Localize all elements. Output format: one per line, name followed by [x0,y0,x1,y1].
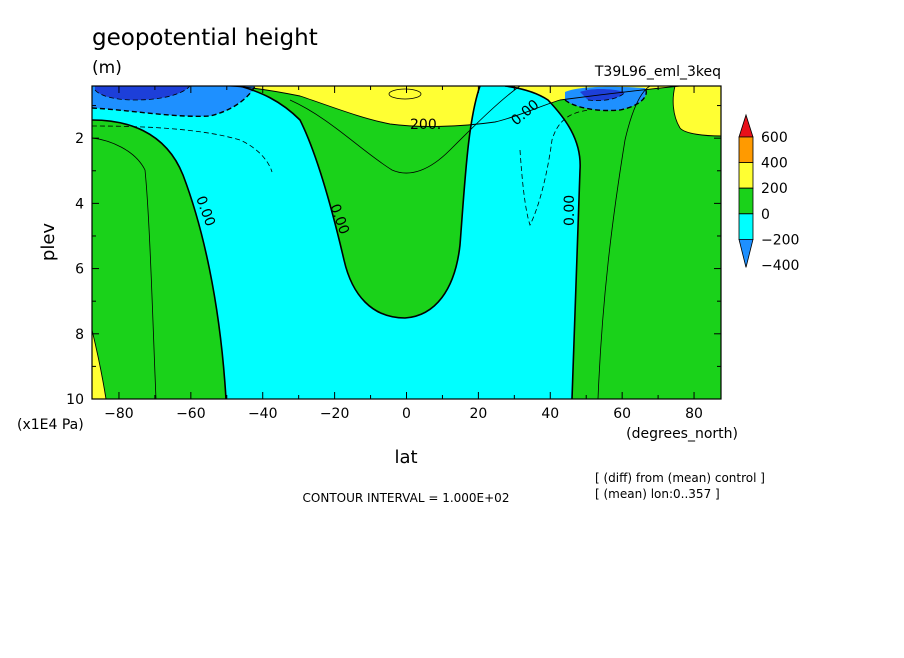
fill-200-400-sw [92,330,106,399]
contour-fills [92,86,721,399]
run-label: T39L96_eml_3keq [594,64,721,80]
contour-zero-sh [92,119,227,399]
colorbar-segment [738,213,754,240]
contour-interval: CONTOUR INTERVAL = 1.000E+02 [303,491,510,505]
colorbar-segment [738,136,754,163]
contour-300-center [388,88,422,100]
x-tick-label: 0 [402,406,411,422]
contour-neg300-sh [94,86,191,101]
colorbar-label: 400 [761,156,788,172]
y-tick-label: 2 [75,131,84,147]
colorbar-label: 600 [761,130,788,146]
x-tick-label: 80 [685,406,703,422]
contour-neg300-nh [587,91,626,101]
contour-label: 0.00 [562,195,578,226]
x-tick-label: 40 [541,406,559,422]
y-axis-units: (x1E4 Pa) [17,417,84,433]
y-tick-label: 10 [66,392,84,408]
contour-label: 200. [410,117,441,133]
chart-units: (m) [92,58,122,78]
colorbar-label: −400 [761,258,799,274]
contour-200-ne [672,86,721,137]
contour-200-sw [92,329,107,399]
x-axis-units: (degrees_north) [626,426,738,442]
y-tick-label: 8 [75,327,84,343]
contour-neg200-nh [564,87,647,112]
y-axis-label: plev [38,223,59,262]
contour-zero-center [239,86,481,319]
x-tick-label: −60 [176,406,206,422]
x-tick-label: −40 [248,406,278,422]
contour-zero-nh [504,86,581,399]
colorbar-label: 0 [761,207,770,223]
x-tick-label: −20 [320,406,350,422]
x-tick-label: −80 [104,406,134,422]
note-diff: [ (diff) from (mean) control ] [595,471,765,485]
x-tick-label: 60 [613,406,631,422]
x-axis-label: lat [394,447,417,468]
contour-neg100-sh [92,125,273,173]
y-tick-label: 4 [75,196,84,212]
contour-neg100-nh [519,109,591,227]
colorbar-label: −200 [761,232,799,248]
chart-title: geopotential height [92,25,318,51]
y-tick-label: 6 [75,262,84,278]
fill-200-400-ne [673,86,721,136]
x-axis: −80 −60 −40 −20 0 20 40 60 80 [104,86,703,422]
contour-neg200-sh [92,86,256,118]
contour-thin-center [289,86,521,174]
x-tick-label: 20 [469,406,487,422]
colorbar-segment [738,239,754,268]
contour-thin-sh [92,137,157,399]
y-axis: 2 4 6 8 10 [66,105,721,408]
colorbar-segment [738,113,754,138]
fill-neg200-0 [92,86,581,399]
colorbar-segment [738,162,754,189]
contour-thin-nh [597,86,651,399]
note-mean: [ (mean) lon:0..357 ] [595,487,720,501]
colorbar-label: 200 [761,181,788,197]
colorbar-segment [738,187,754,215]
contour-200 [229,86,681,127]
colorbar: 600 400 200 0 −200 −400 [738,113,799,274]
contour-lines [92,86,721,399]
